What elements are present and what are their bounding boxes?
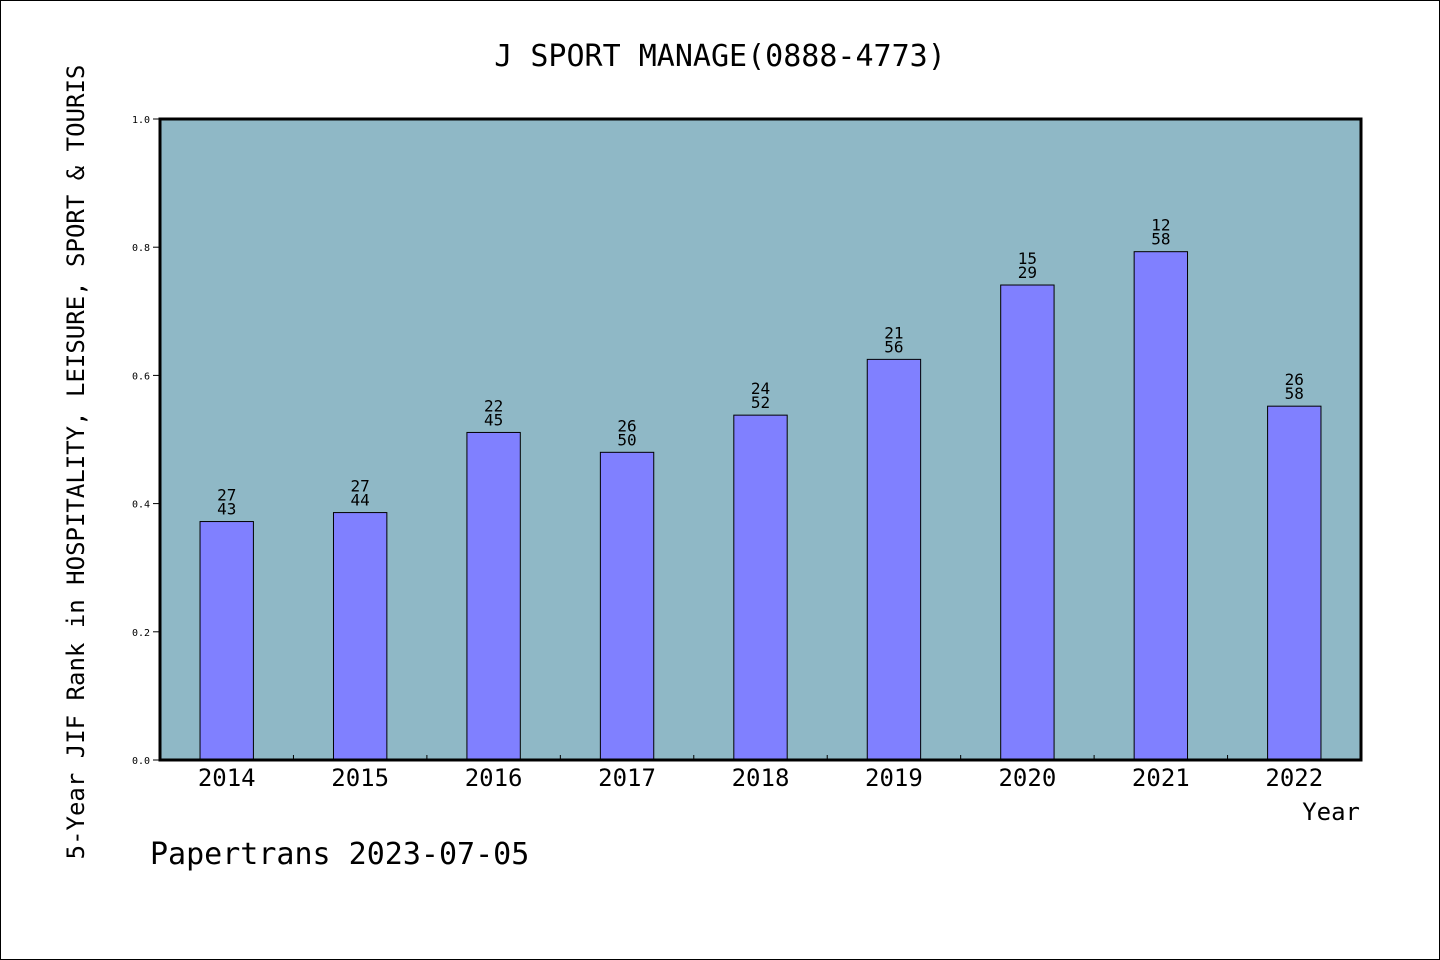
chart-title: J SPORT MANAGE(0888-4773)	[494, 39, 946, 74]
x-tick-label-2019: 2019	[865, 764, 923, 792]
x-axis-label: Year	[1302, 798, 1360, 826]
data-label-rank-2021: 12	[1151, 216, 1170, 235]
bar-2019	[866, 358, 922, 761]
data-label-total-2017: 50	[617, 430, 636, 449]
plot-border	[158, 117, 1363, 762]
footer-credit: Papertrans 2023-07-05	[150, 837, 529, 872]
y-axis-label: 5-Year JIF Rank in HOSPITALITY, LEISURE,…	[62, 65, 90, 860]
bar-2018	[733, 414, 788, 761]
y-tick-label: 0.2	[132, 628, 150, 639]
x-axis: 2014 2015 2016 2017 2018 2019 2020 2021 2022	[198, 755, 1323, 792]
x-tick-label-2018: 2018	[732, 764, 790, 792]
y-tick-label: 0.6	[132, 371, 150, 382]
y-tick-label: 0.0	[132, 756, 150, 767]
bar-2021	[1133, 251, 1189, 761]
data-label-total-2014: 43	[217, 500, 236, 519]
data-label-rank-2020: 15	[1018, 249, 1037, 268]
data-label-rank-2014: 27	[217, 486, 236, 505]
data-label-rank-2017: 26	[617, 416, 636, 435]
y-axis: 0.0 0.2 0.4 0.6 0.8 1.0	[132, 115, 160, 767]
bar-2016	[466, 431, 521, 761]
bars-group	[199, 251, 1322, 761]
bar-2015	[332, 512, 388, 761]
y-tick-label: 0.4	[132, 500, 150, 511]
data-label-total-2020: 29	[1018, 263, 1037, 282]
data-label-rank-2019: 21	[884, 323, 903, 342]
data-label-total-2021: 58	[1151, 230, 1170, 249]
x-tick-label-2021: 2021	[1132, 764, 1190, 792]
data-label-rank-2022: 26	[1285, 370, 1304, 389]
data-label-rank-2016: 22	[484, 396, 503, 415]
data-label-total-2019: 56	[884, 337, 903, 356]
x-tick-label-2016: 2016	[465, 764, 523, 792]
data-label-total-2018: 52	[751, 393, 770, 412]
x-tick-label-2014: 2014	[198, 764, 256, 792]
data-label-total-2015: 44	[351, 491, 370, 510]
x-tick-label-2020: 2020	[998, 764, 1056, 792]
data-label-rank-2015: 27	[351, 477, 370, 496]
data-label-total-2022: 58	[1285, 384, 1304, 403]
x-tick-label-2015: 2015	[331, 764, 389, 792]
y-tick-label: 1.0	[132, 115, 150, 126]
data-label-total-2016: 45	[484, 410, 503, 429]
bar-2020	[1000, 284, 1055, 761]
bar-2022	[1267, 405, 1322, 761]
x-tick-label-2022: 2022	[1265, 764, 1323, 792]
bar-2017	[599, 451, 655, 761]
y-tick-label: 0.8	[132, 243, 150, 254]
x-tick-label-2017: 2017	[598, 764, 656, 792]
data-label-rank-2018: 24	[751, 379, 770, 398]
bar-2014	[199, 521, 254, 761]
